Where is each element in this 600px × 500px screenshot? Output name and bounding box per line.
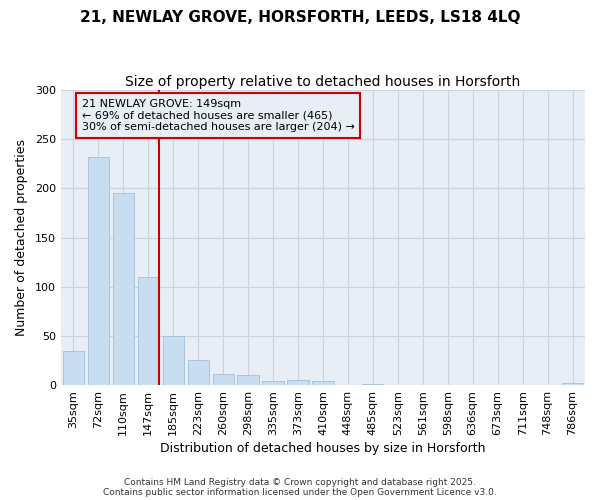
X-axis label: Distribution of detached houses by size in Horsforth: Distribution of detached houses by size … [160, 442, 486, 455]
Text: 21 NEWLAY GROVE: 149sqm
← 69% of detached houses are smaller (465)
30% of semi-d: 21 NEWLAY GROVE: 149sqm ← 69% of detache… [82, 99, 355, 132]
Bar [287, 380, 308, 385]
Bar [362, 384, 383, 385]
Bar [238, 375, 259, 385]
Bar [562, 383, 583, 385]
Bar [262, 381, 284, 385]
Bar [88, 157, 109, 385]
Title: Size of property relative to detached houses in Horsforth: Size of property relative to detached ho… [125, 75, 521, 89]
Bar [313, 381, 334, 385]
Bar [137, 277, 159, 385]
Bar [212, 374, 234, 385]
Bar [163, 336, 184, 385]
Y-axis label: Number of detached properties: Number of detached properties [15, 139, 28, 336]
Text: Contains HM Land Registry data © Crown copyright and database right 2025.
Contai: Contains HM Land Registry data © Crown c… [103, 478, 497, 497]
Bar [113, 194, 134, 385]
Bar [63, 350, 84, 385]
Bar [188, 360, 209, 385]
Text: 21, NEWLAY GROVE, HORSFORTH, LEEDS, LS18 4LQ: 21, NEWLAY GROVE, HORSFORTH, LEEDS, LS18… [80, 10, 520, 25]
